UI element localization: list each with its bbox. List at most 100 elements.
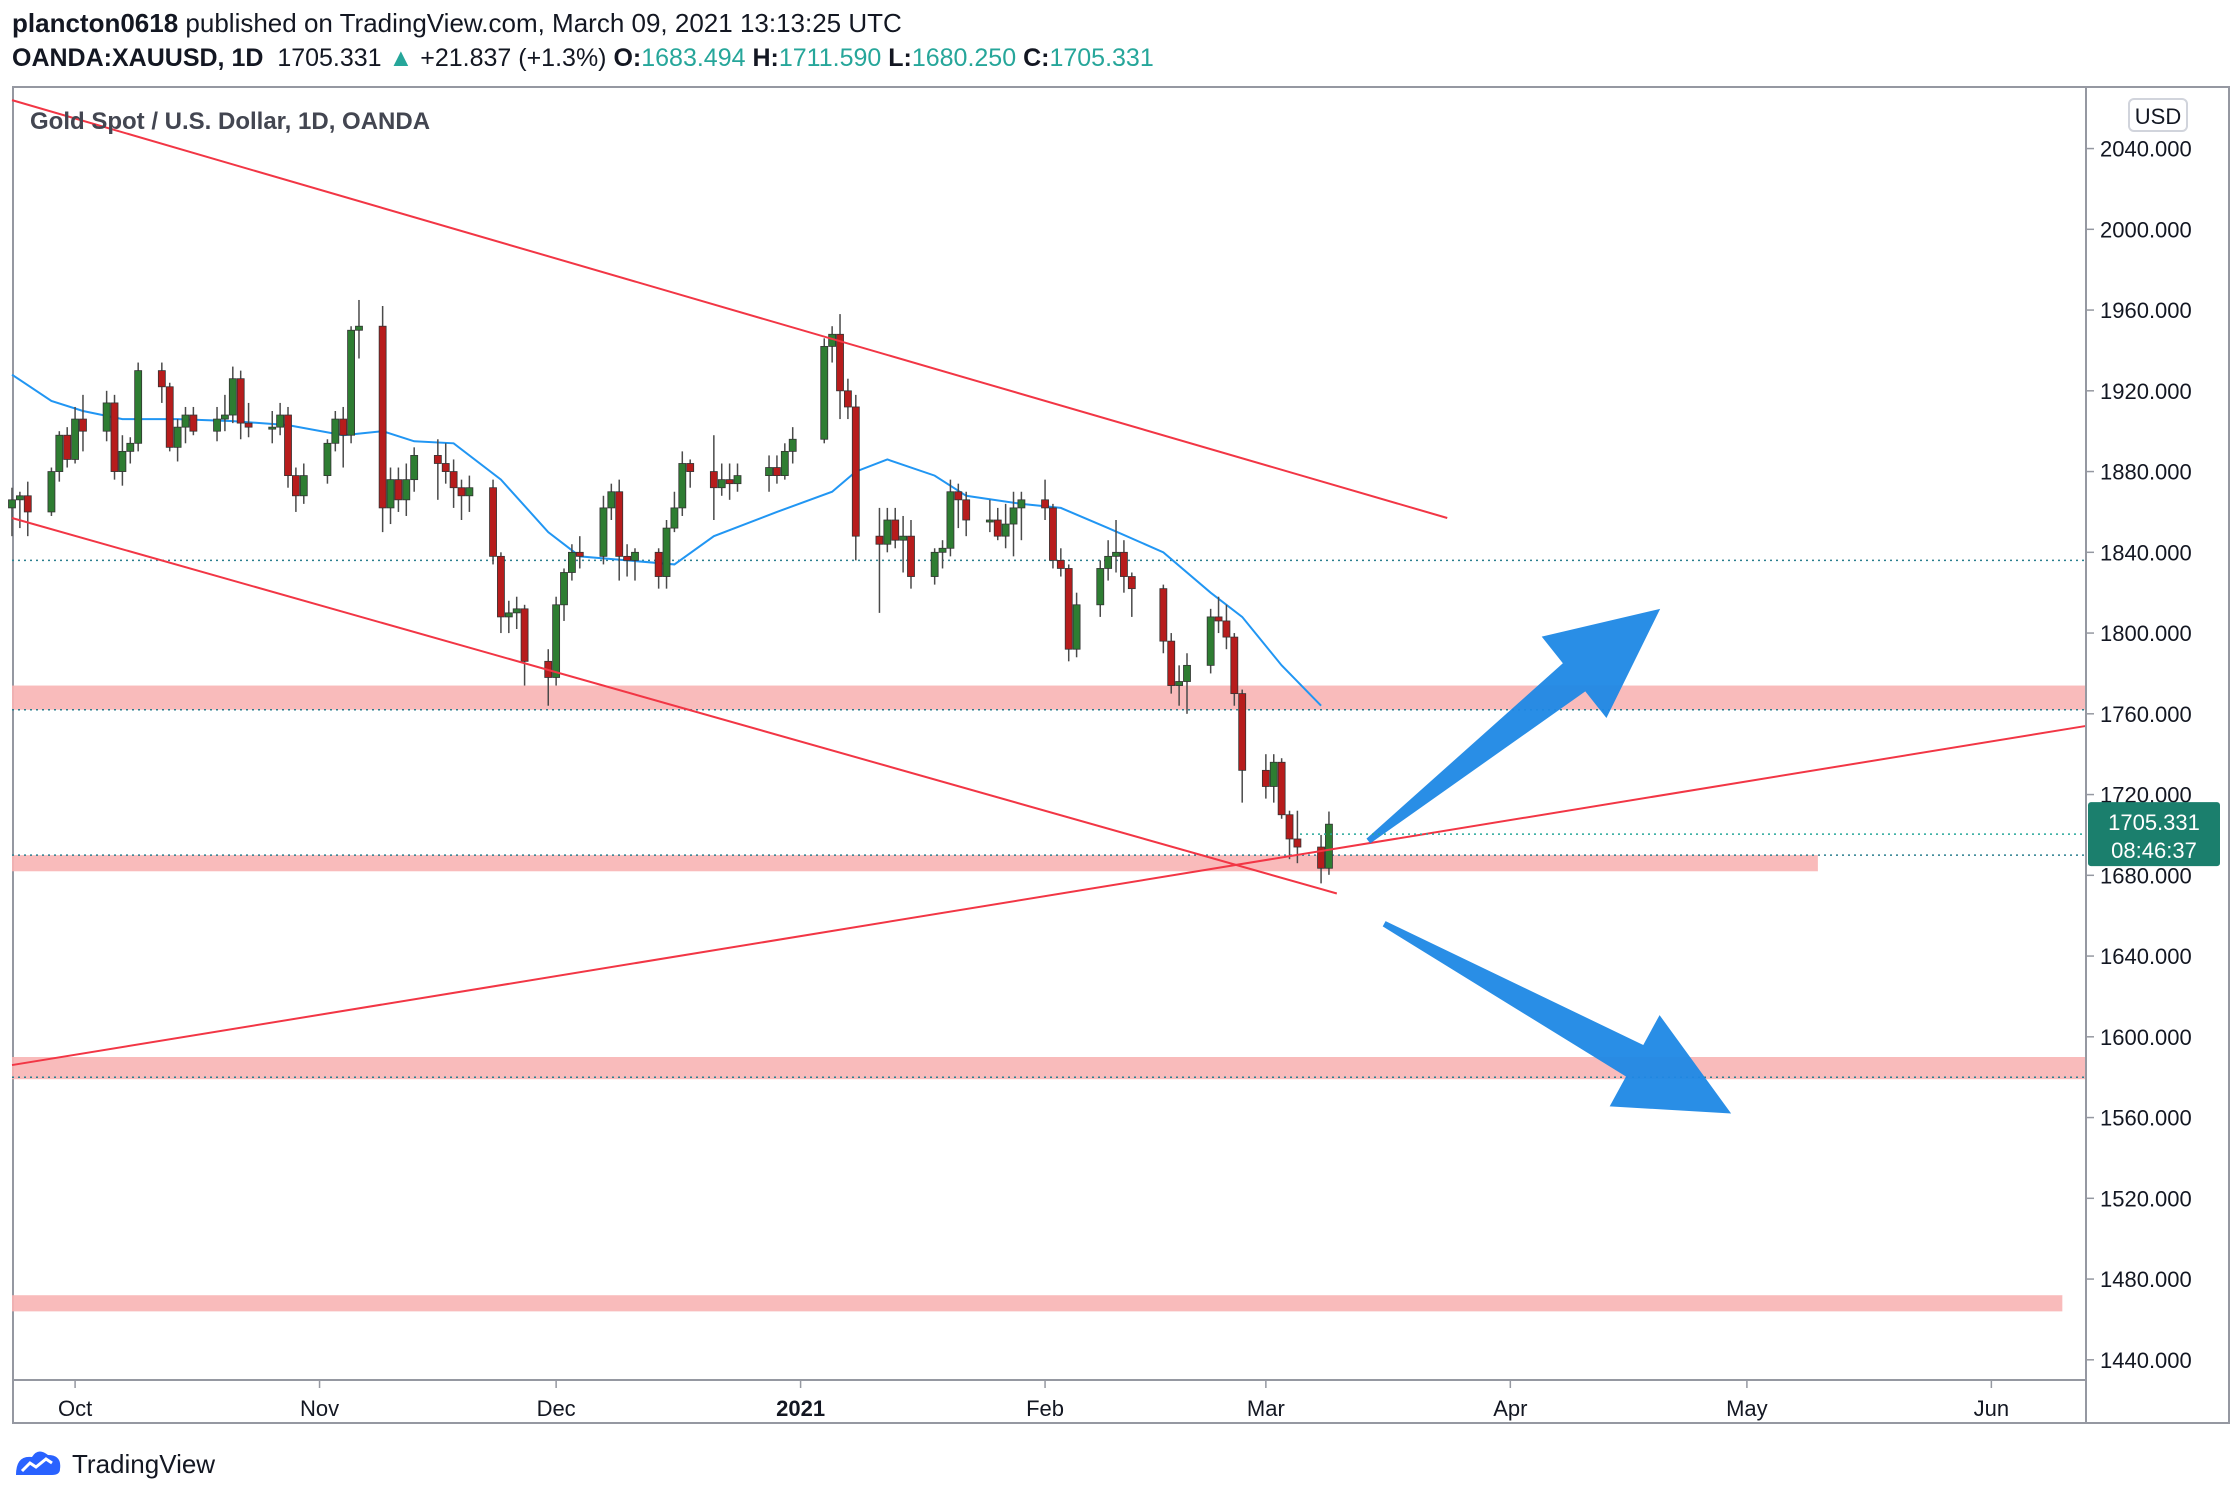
arrow-up-icon	[1366, 608, 1661, 844]
candle-up	[55, 431, 64, 482]
candle-up	[1072, 592, 1081, 658]
candle-body	[962, 499, 971, 521]
candle-body	[599, 507, 608, 557]
candle-up	[662, 520, 671, 589]
candle-down	[1222, 604, 1231, 650]
close-label: C:	[1023, 44, 1050, 72]
candle-up	[276, 402, 285, 436]
price-tick-label: 1560.000	[2100, 1106, 2192, 1131]
candle-body	[568, 551, 576, 573]
candle-body	[189, 414, 198, 432]
candle-up	[465, 475, 474, 512]
candle-body	[8, 499, 16, 509]
tradingview-logo-icon	[16, 1451, 61, 1475]
time-tick-label: Feb	[1026, 1396, 1064, 1421]
time-tick-label: Jun	[1974, 1396, 2009, 1421]
candle-down	[1167, 633, 1176, 694]
price-tick-label: 1680.000	[2100, 863, 2192, 888]
candle-up	[780, 443, 789, 480]
candle-up	[678, 451, 687, 516]
candle-up	[1325, 811, 1333, 875]
candle-down	[1041, 479, 1049, 521]
candle-down	[1120, 540, 1128, 593]
candle-body	[331, 418, 340, 444]
candle-up	[1104, 540, 1113, 581]
time-tick-label: Apr	[1493, 1396, 1527, 1421]
candle-down	[993, 507, 1002, 541]
candle-body	[765, 467, 773, 476]
candle-up	[504, 600, 513, 634]
chart-frame[interactable]	[12, 86, 2230, 1424]
candle-body	[1104, 555, 1113, 569]
candle-body	[118, 450, 127, 472]
trendline	[11, 724, 2087, 1067]
price-tick-label: 1760.000	[2100, 702, 2192, 727]
candle-body	[55, 434, 64, 472]
candle-down	[1285, 810, 1294, 860]
tradingview-brand[interactable]: TradingView	[12, 1446, 215, 1482]
low-value: 1680.250	[911, 44, 1017, 72]
candle-up	[930, 548, 939, 585]
currency-button[interactable]: USD	[2128, 98, 2188, 132]
candle-up	[355, 299, 363, 359]
price-tick-label: 2040.000	[2100, 137, 2192, 162]
candle-down	[1049, 503, 1057, 569]
candle-body	[1041, 499, 1049, 509]
candle-body	[954, 491, 963, 501]
candle-down	[394, 467, 403, 512]
candle-body	[875, 535, 884, 545]
candle-down	[875, 507, 884, 613]
trendlines	[11, 99, 2087, 1067]
candle-down	[449, 459, 458, 508]
candle-body	[1167, 640, 1176, 686]
candle-up	[631, 548, 639, 581]
candle-body	[946, 491, 955, 549]
price-chart[interactable]: 2040.000 2000.000 1960.000 1920.000 1880.000…	[0, 0, 2240, 1430]
candle-down	[709, 435, 718, 521]
candle-down	[836, 314, 844, 420]
candle-down	[1277, 758, 1286, 819]
candle-down	[284, 406, 292, 488]
candle-down	[457, 479, 466, 521]
candle-up	[1009, 491, 1018, 557]
candle-up	[899, 515, 908, 573]
candle-body	[1285, 814, 1294, 840]
candle-down	[339, 406, 348, 468]
trendline	[11, 99, 1448, 519]
support-zone	[12, 1295, 2063, 1312]
candle-body	[110, 402, 119, 472]
candle-body	[157, 370, 166, 388]
candle-body	[323, 442, 332, 476]
candle-body	[1293, 838, 1302, 848]
candle-body	[820, 345, 829, 440]
candle-body	[1056, 559, 1065, 569]
candle-down	[1127, 572, 1136, 617]
candle-up	[1175, 665, 1184, 706]
candle-body	[102, 402, 111, 432]
candle-body	[899, 535, 908, 541]
price-tick-label: 2000.000	[2100, 217, 2192, 242]
candle-up	[118, 435, 127, 486]
dotted-levels	[12, 559, 2086, 1078]
candle-down	[1056, 548, 1065, 577]
open-label: O:	[613, 44, 642, 72]
price-tick-label: 1520.000	[2100, 1186, 2192, 1211]
author-name[interactable]: plancton0618	[12, 8, 179, 38]
candle-up	[607, 483, 616, 521]
candle-down	[686, 459, 695, 488]
candle-body	[410, 455, 419, 481]
candle-body	[1127, 576, 1136, 590]
candle-body	[1064, 568, 1073, 650]
candle-body	[1001, 523, 1010, 537]
candle-down	[236, 370, 245, 440]
price-tick-label: 1840.000	[2100, 540, 2192, 565]
candle-body	[883, 519, 892, 545]
candle-body	[402, 479, 411, 501]
candle-up	[828, 326, 837, 363]
price-tick-label: 1600.000	[2100, 1025, 2192, 1050]
candle-body	[1017, 499, 1026, 509]
candle-body	[339, 418, 348, 436]
candle-body	[347, 329, 355, 436]
candle-body	[930, 551, 939, 577]
candle-body	[670, 507, 679, 529]
